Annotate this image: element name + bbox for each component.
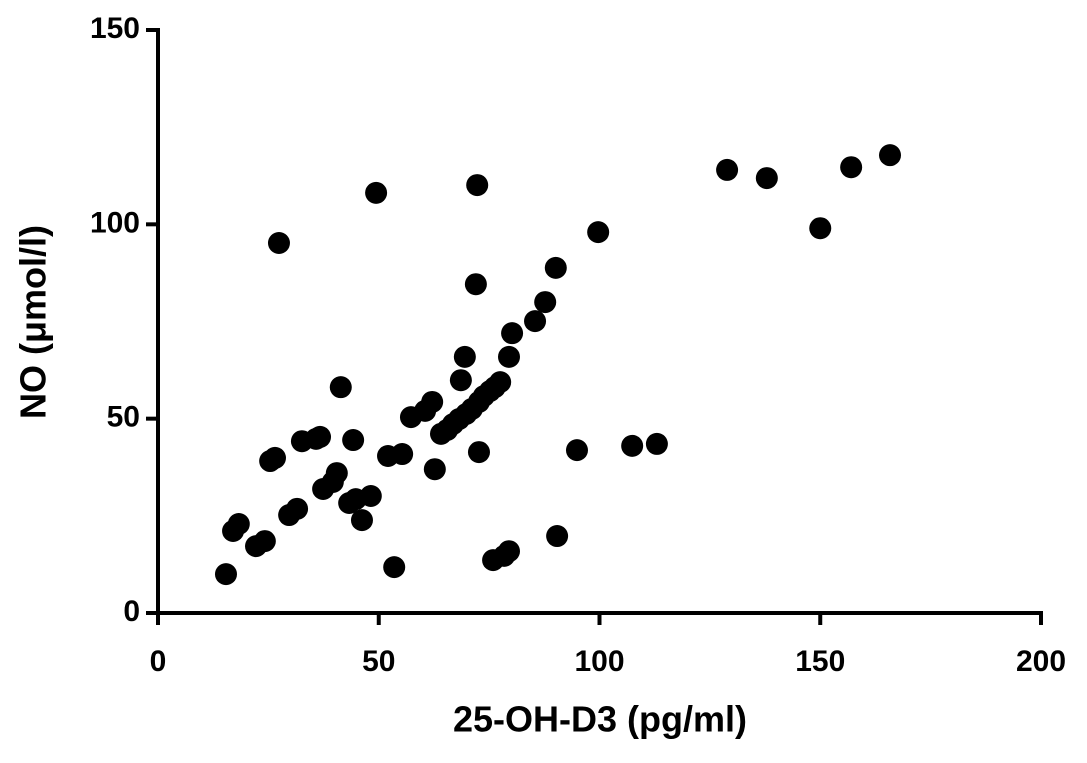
point [423, 458, 446, 481]
point [534, 291, 557, 314]
point [544, 256, 567, 279]
point [716, 158, 739, 181]
point [453, 345, 476, 368]
point [383, 556, 406, 579]
point [501, 322, 524, 345]
point [809, 217, 832, 240]
x-tick-label: 100 [574, 645, 624, 678]
point [840, 156, 863, 179]
point [489, 371, 512, 394]
point [645, 432, 668, 455]
y-tick-label: 50 [107, 401, 140, 434]
point [421, 390, 444, 413]
point [467, 441, 490, 464]
point [466, 174, 489, 197]
point [449, 369, 472, 392]
point [464, 273, 487, 296]
point [879, 144, 902, 167]
y-axis-label: NO (μmol/l) [13, 225, 54, 419]
point [350, 509, 373, 532]
x-tick-label: 200 [1016, 645, 1066, 678]
point [365, 181, 388, 204]
x-tick-label: 150 [795, 645, 845, 678]
y-tick-label: 150 [90, 12, 140, 45]
x-tick-label: 0 [150, 645, 167, 678]
y-tick-label: 100 [90, 206, 140, 239]
point [391, 443, 414, 466]
point [497, 540, 520, 563]
point [329, 376, 352, 399]
point [325, 462, 348, 485]
point [253, 530, 276, 553]
point [286, 497, 309, 520]
point [214, 563, 237, 586]
x-axis-label: 25-OH-D3 (pg/ml) [453, 699, 747, 740]
point [267, 231, 290, 254]
point [546, 525, 569, 548]
point [621, 434, 644, 457]
point [587, 221, 610, 244]
point [565, 439, 588, 462]
point [524, 310, 547, 333]
x-tick-label: 50 [362, 645, 395, 678]
point [497, 345, 520, 368]
point [359, 485, 382, 508]
point [263, 446, 286, 469]
y-tick-label: 0 [123, 595, 140, 628]
point [227, 512, 250, 535]
point [342, 429, 365, 452]
point [755, 167, 778, 190]
point [309, 425, 332, 448]
